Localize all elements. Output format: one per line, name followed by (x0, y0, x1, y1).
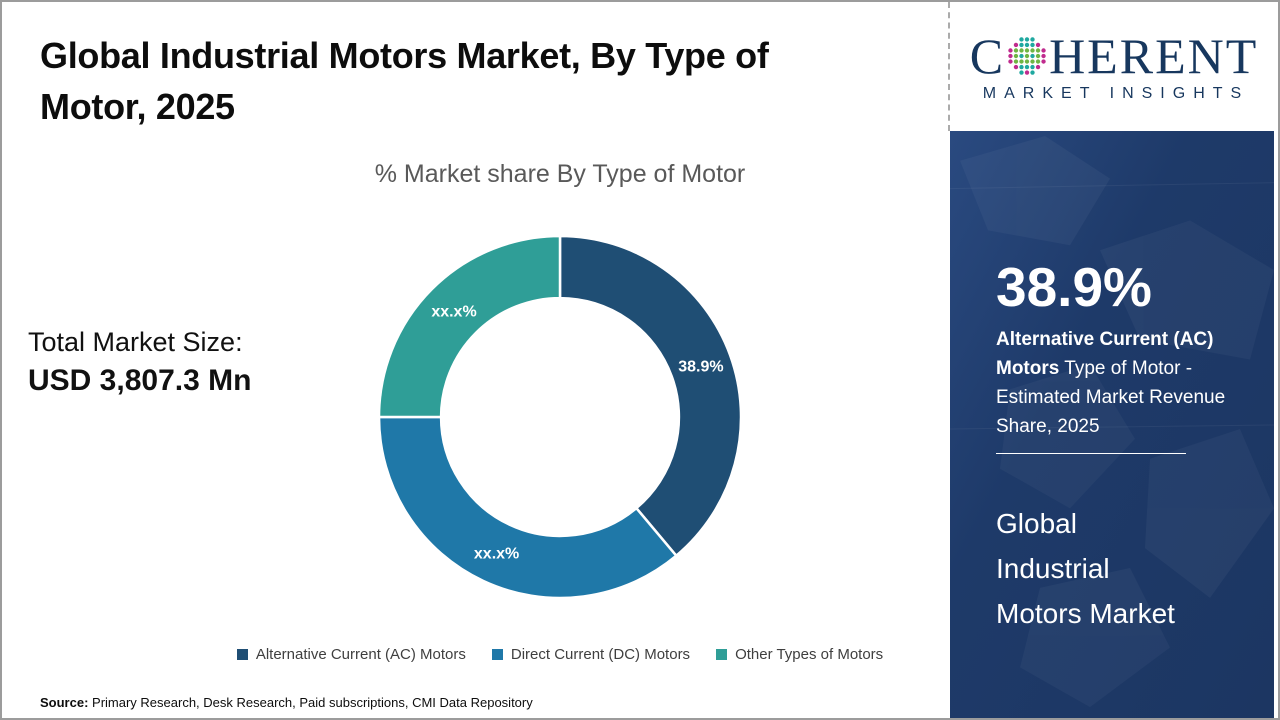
coherent-logo-dotted-o-icon (1008, 36, 1046, 75)
chart-legend: Alternative Current (AC) Motors Direct Cu… (170, 646, 950, 663)
sidebar-panel: 38.9% Alternative Current (AC) Motors Ty… (950, 131, 1274, 718)
chart-title: % Market share By Type of Motor (374, 160, 746, 188)
sidebar-stat-value: 38.9% (996, 256, 1152, 318)
legend-label: Other Types of Motors (735, 646, 884, 663)
page-title-line-1: Global Industrial Motors Market, By Type… (40, 35, 769, 76)
logo-letters-herent: HERENT (1049, 27, 1259, 84)
sidebar-market-name-line-1: Global (996, 508, 1077, 539)
sidebar-stat-segment: Alternative Current (AC) Motors (996, 329, 1214, 379)
donut-segment-label-1: 38.9% (678, 358, 723, 375)
sidebar-market-name-line-3: Motors Market (996, 598, 1175, 629)
source-note: Source: Primary Research, Desk Research,… (40, 695, 533, 710)
source-label: Source: (40, 695, 89, 710)
page-title: Global Industrial Motors Market, By Type… (40, 30, 870, 132)
sidebar-divider (996, 453, 1186, 454)
donut-segment-2 (377, 415, 679, 600)
legend-label: Direct Current (DC) Motors (510, 646, 691, 663)
sidebar-market-name: Global Industrial Motors Market (996, 501, 1175, 636)
legend-item-1: Alternative Current (AC) Motors (236, 646, 466, 663)
donut-segment-label-2: xx.x% (474, 546, 519, 563)
legend-swatch-icon (491, 649, 503, 660)
source-text: Primary Research, Desk Research, Paid su… (92, 695, 533, 710)
legend-swatch-icon (716, 649, 728, 660)
coherent-logo: C HERENT MARKET INSIGHTS (948, 2, 1278, 131)
legend-swatch-icon (236, 649, 248, 660)
legend-item-2: Direct Current (DC) Motors (491, 646, 691, 663)
donut-segment-label-3: xx.x% (431, 304, 476, 321)
total-market-size: Total Market Size: USD 3,807.3 Mn (28, 324, 251, 401)
donut-segment-3 (377, 234, 562, 419)
coherent-logo-wordmark: C HERENT (970, 31, 1259, 81)
sidebar-stat-desc-text: Type of Motor - Estimated Market Revenue… (996, 358, 1226, 437)
world-map-decoration-icon (950, 135, 1274, 708)
page-title-line-2: Motor, 2025 (40, 86, 235, 127)
donut-chart: 38.9% xx.x% xx.x% (377, 234, 743, 600)
logo-letter-c: C (969, 27, 1006, 84)
legend-item-3: Other Types of Motors (716, 646, 883, 663)
donut-segment-1 (558, 234, 743, 558)
total-market-size-value: USD 3,807.3 Mn (28, 364, 252, 397)
sidebar-market-name-line-2: Industrial (996, 553, 1110, 584)
total-market-size-label: Total Market Size: (28, 327, 243, 357)
sidebar-stat-description: Alternative Current (AC) Motors Type of … (996, 325, 1250, 441)
logo-tagline: MARKET INSIGHTS (982, 84, 1250, 102)
legend-label: Alternative Current (AC) Motors (255, 646, 466, 663)
